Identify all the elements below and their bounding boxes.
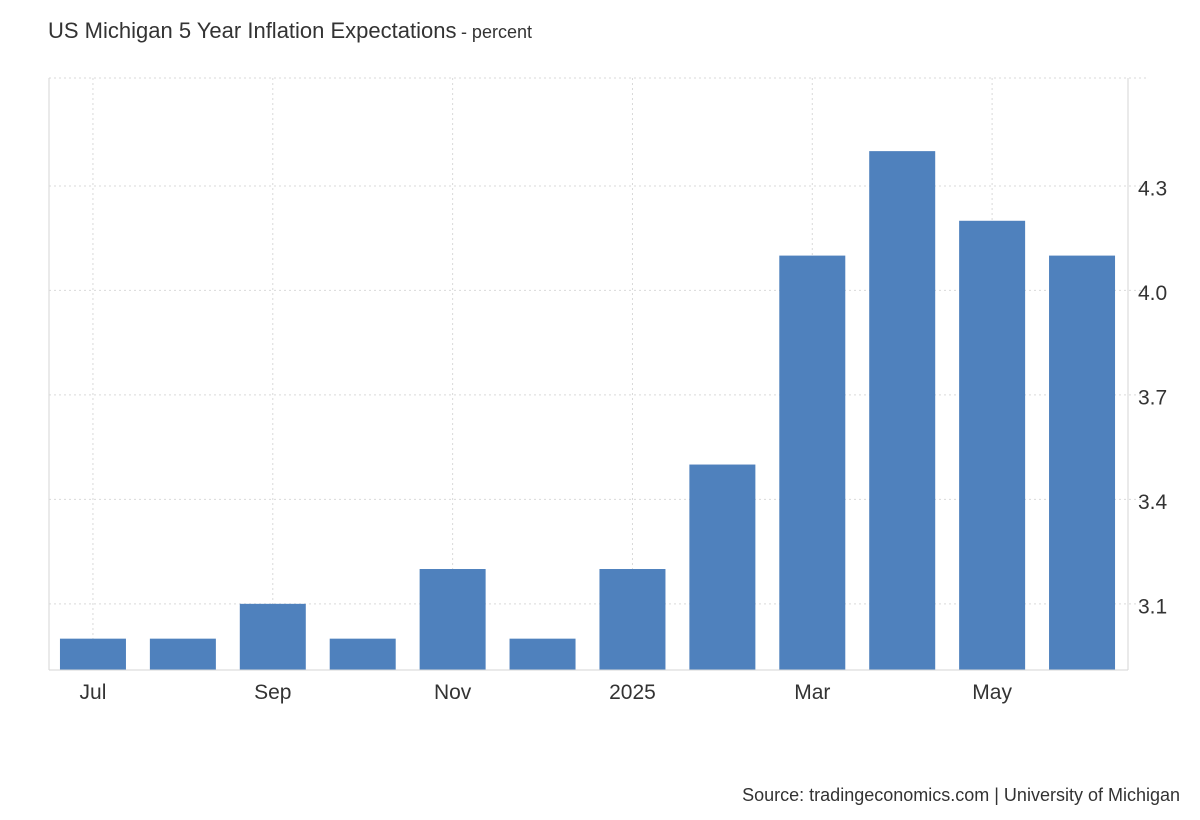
chart-title: US Michigan 5 Year Inflation Expectation… (48, 18, 457, 43)
x-tick-label: Jul (80, 681, 107, 704)
bar (869, 151, 936, 671)
x-tick-labels: Jul Sep Nov 2025 Mar May (80, 681, 1013, 704)
x-tick-label: Sep (254, 681, 291, 704)
bar (329, 638, 396, 670)
x-tick-label: Nov (434, 681, 472, 704)
x-tick-label: 2025 (609, 681, 656, 704)
bar (1049, 255, 1116, 670)
source-attribution: Source: tradingeconomics.com | Universit… (742, 785, 1180, 805)
y-tick-label: 3.4 (1138, 491, 1168, 514)
bars (59, 151, 1116, 671)
chart-header: US Michigan 5 Year Inflation Expectation… (48, 18, 532, 44)
bar (689, 464, 756, 670)
bar (239, 603, 306, 670)
bar (599, 569, 666, 670)
x-tick-label: May (972, 681, 1012, 704)
y-tick-label: 4.0 (1138, 282, 1167, 305)
bar (149, 638, 216, 670)
y-tick-label: 4.3 (1138, 177, 1167, 200)
chart-subtitle: - percent (460, 22, 532, 42)
bar (509, 638, 576, 670)
bar-chart: 3.1 3.4 3.7 4.0 4.3 Jul Sep Nov 2025 Mar May (48, 77, 1168, 704)
axes (48, 78, 1129, 671)
y-tick-labels: 3.1 3.4 3.7 4.0 4.3 (1138, 177, 1168, 618)
x-tick-label: Mar (794, 681, 830, 704)
bar (59, 638, 126, 670)
y-tick-label: 3.7 (1138, 386, 1167, 409)
bar (959, 220, 1026, 670)
bar (779, 255, 846, 670)
y-tick-label: 3.1 (1138, 595, 1167, 618)
bar (419, 569, 486, 670)
